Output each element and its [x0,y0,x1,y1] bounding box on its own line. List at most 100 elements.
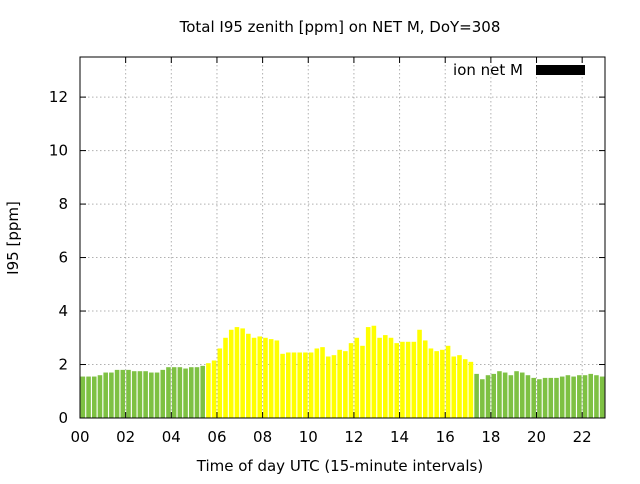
bar [360,345,365,418]
bar [451,356,457,418]
bar [291,352,297,418]
bar [348,343,354,418]
x-tick-label: 10 [299,428,318,446]
bar [497,371,502,418]
bar [565,375,571,418]
bar [571,376,576,418]
bar [171,367,177,418]
bar [211,360,217,418]
bar [354,337,360,418]
bar [103,372,108,418]
bar [480,379,485,418]
bar [377,337,382,418]
bar [223,337,228,418]
plot-frame [79,56,606,419]
bar [548,377,554,418]
bar [297,352,302,418]
y-tick-label: 6 [58,249,68,267]
bar [474,373,479,418]
bar [371,325,377,418]
x-tick-label: 18 [481,428,500,446]
bar [554,377,559,418]
bar [308,352,314,418]
y-tick-label: 0 [58,409,68,427]
bar [440,349,445,418]
x-tick-label: 22 [573,428,592,446]
bar [91,376,97,418]
bar [462,359,468,418]
bar [537,379,542,418]
bar [331,355,337,418]
legend-swatch [536,65,585,75]
bar [257,336,263,418]
bar [428,348,434,418]
bar [445,345,451,418]
bar [337,349,342,418]
bar [577,375,582,418]
y-tick-label: 2 [58,356,68,374]
bar [400,341,405,418]
bar [251,337,257,418]
bar [325,356,331,418]
y-tick-label: 8 [58,195,68,213]
bar [485,375,491,418]
bar [143,371,148,418]
bars [80,325,605,418]
bar [183,368,188,418]
bar [303,352,308,418]
bar [246,333,251,418]
bar [280,353,285,418]
bar [542,377,548,418]
bar [531,377,536,418]
bar [457,355,462,418]
bar [206,363,211,418]
bar [599,376,605,418]
bar [314,348,320,418]
bar [365,327,371,418]
bar [149,372,154,418]
bar [343,351,348,418]
bar [109,372,114,418]
y-tick-label: 10 [49,142,68,160]
bar [166,367,171,418]
bar [508,375,514,418]
bar [582,375,588,418]
bar [80,376,86,418]
chart-title: Total I95 zenith [ppm] on NET M, DoY=308 [179,18,501,36]
bar [502,372,508,418]
x-tick-label: 06 [207,428,226,446]
bar [131,371,137,418]
bar [468,361,474,418]
bar [263,337,268,418]
bar [200,365,205,418]
bar [405,341,411,418]
bar [160,369,166,418]
x-tick-label: 00 [70,428,89,446]
bar [434,351,439,418]
bar [594,375,599,418]
bar [514,371,519,418]
x-tick-label: 12 [344,428,363,446]
bar [411,341,417,418]
y-tick-label: 4 [58,302,68,320]
grid-lines [80,57,605,418]
x-tick-label: 04 [162,428,181,446]
x-tick-label: 08 [253,428,272,446]
bar [97,375,103,418]
bar [234,327,240,418]
bar [177,367,183,418]
x-tick-label: 02 [116,428,135,446]
bar [422,340,428,418]
bar [320,347,325,418]
bar [188,367,194,418]
legend-label: ion net M [453,61,523,79]
bar [137,371,143,418]
bar [417,329,422,418]
bar [274,340,280,418]
bar [588,373,594,418]
bar [240,328,245,418]
y-axis-label: I95 [ppm] [4,201,22,275]
x-axis-label: Time of day UTC (15-minute intervals) [196,457,483,475]
x-tick-label: 16 [436,428,455,446]
bar [194,367,200,418]
